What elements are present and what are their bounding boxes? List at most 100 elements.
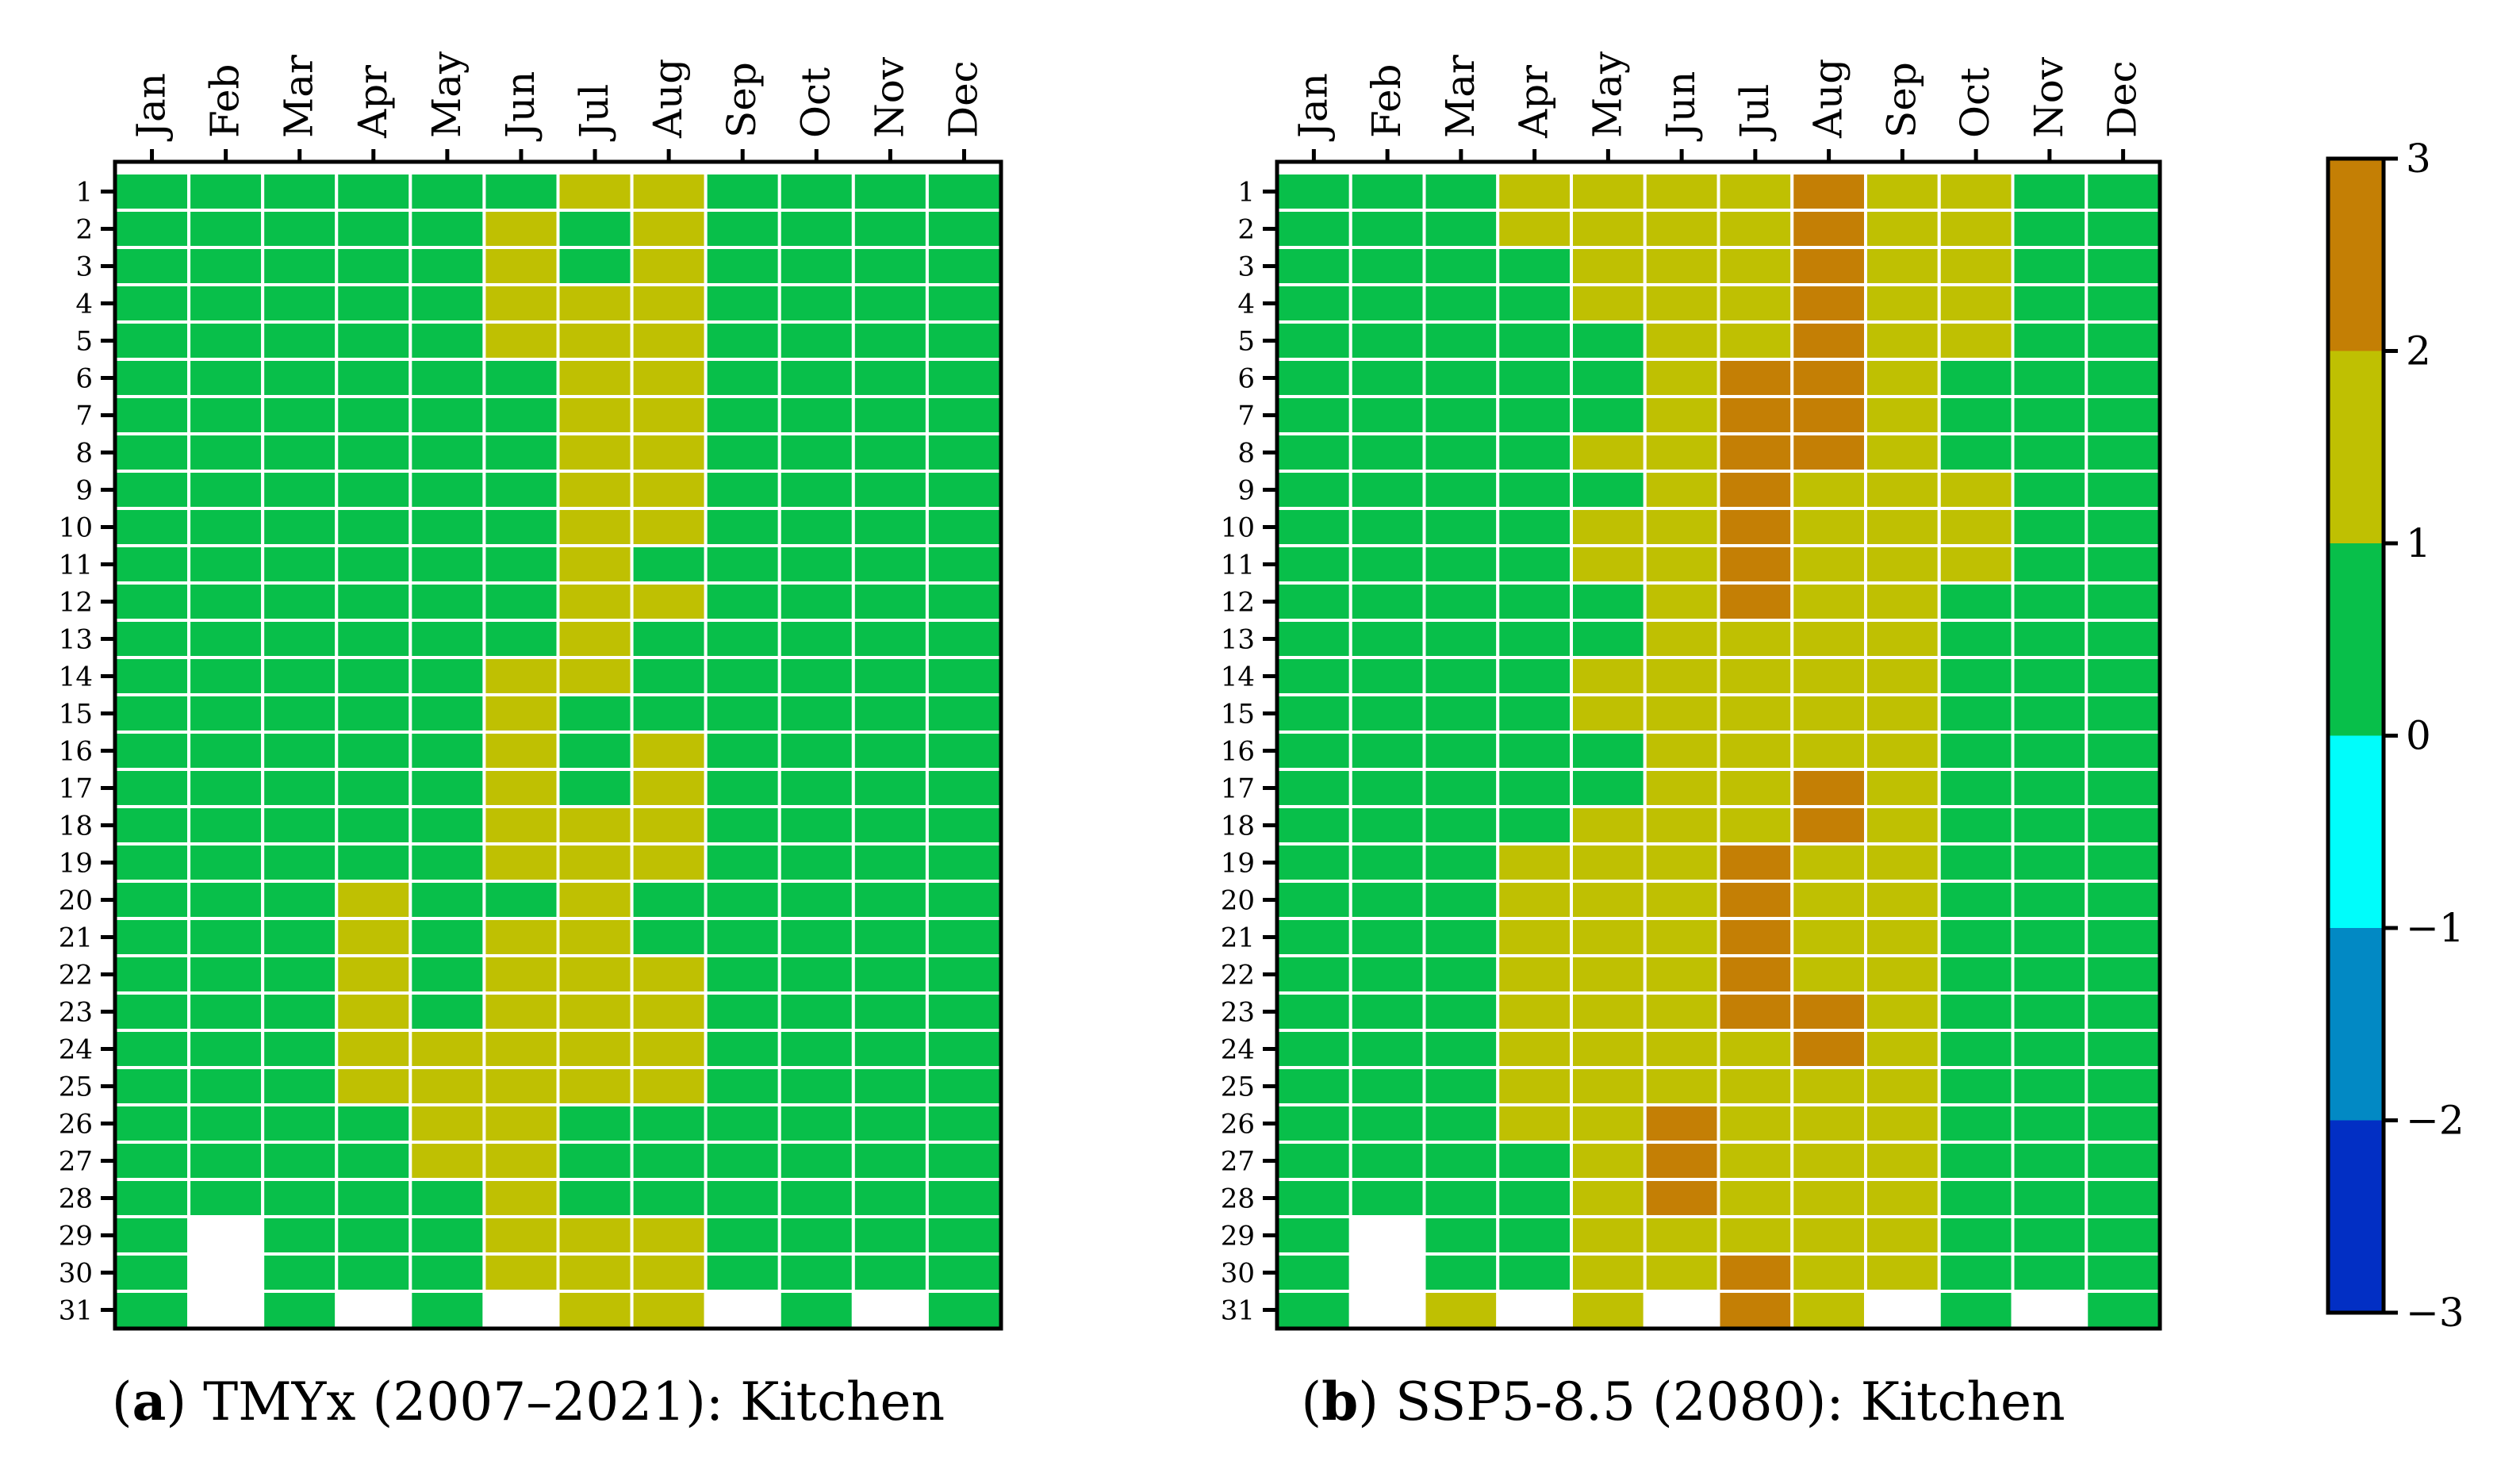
heatmap-a-cell-jan-9 xyxy=(113,470,191,510)
heatmap-b-cell-may-18 xyxy=(1570,805,1647,846)
heatmap-a-cell-apr-5 xyxy=(335,320,412,361)
heatmap-b-cell-mar-18 xyxy=(1422,805,1500,846)
heatmap-a-cell-jul-4 xyxy=(556,283,634,324)
heatmap-a-cell-feb-9 xyxy=(187,470,265,510)
heatmap-b-cell-mar-26 xyxy=(1422,1103,1500,1144)
heatmap-a-cell-oct-16 xyxy=(777,730,855,771)
heatmap-a-cell-jun-9 xyxy=(482,470,560,510)
heatmap-b-cell-feb-31 xyxy=(1348,1290,1426,1330)
heatmap-a-cell-aug-8 xyxy=(630,432,708,473)
heatmap-a-cell-sep-7 xyxy=(704,395,781,435)
heatmap-b-cell-aug-4 xyxy=(1790,283,1867,324)
heatmap-b-cell-may-7 xyxy=(1570,395,1647,435)
heatmap-a-cell-mar-13 xyxy=(261,619,339,659)
heatmap-b-cell-may-20 xyxy=(1570,880,1647,920)
heatmap-b-day-label: 17 xyxy=(1221,773,1255,805)
heatmap-a-cell-dec-10 xyxy=(925,507,1003,547)
heatmap-a-cell-mar-9 xyxy=(261,470,339,510)
heatmap-a-cell-oct-29 xyxy=(777,1215,855,1256)
heatmap-a-cell-oct-23 xyxy=(777,991,855,1032)
heatmap-b-cell-nov-17 xyxy=(2011,768,2088,808)
heatmap-a-cell-jul-17 xyxy=(556,768,634,808)
heatmap-b-cell-jun-24 xyxy=(1643,1029,1720,1069)
heatmap-b-cell-apr-17 xyxy=(1496,768,1573,808)
heatmap-a-cell-apr-9 xyxy=(335,470,412,510)
heatmap-a-cell-jun-8 xyxy=(482,432,560,473)
heatmap-a-cell-may-22 xyxy=(408,954,486,995)
heatmap-a-day-label: 3 xyxy=(75,251,93,283)
heatmap-a-day-label: 23 xyxy=(59,997,93,1029)
heatmap-a-cell-jun-24 xyxy=(482,1029,560,1069)
heatmap-b-cell-apr-5 xyxy=(1496,320,1573,361)
heatmap-a-cell-may-23 xyxy=(408,991,486,1032)
heatmap-a-cell-mar-28 xyxy=(261,1178,339,1218)
heatmap-a-cell-apr-19 xyxy=(335,842,412,883)
heatmap-b-cell-may-3 xyxy=(1570,246,1647,286)
heatmap-b-cell-nov-14 xyxy=(2011,656,2088,696)
heatmap-a-cell-nov-4 xyxy=(851,283,929,324)
heatmap-b-cell-apr-21 xyxy=(1496,917,1573,957)
heatmap-b-cell-aug-3 xyxy=(1790,246,1867,286)
heatmap-b-cell-mar-1 xyxy=(1422,171,1500,212)
heatmap-a-cell-jan-2 xyxy=(113,209,191,249)
heatmap-b-cell-nov-12 xyxy=(2011,581,2088,622)
heatmap-a-cell-apr-24 xyxy=(335,1029,412,1069)
heatmap-b-cell-may-4 xyxy=(1570,283,1647,324)
heatmap-b-cell-aug-1 xyxy=(1790,171,1867,212)
heatmap-a-cell-sep-2 xyxy=(704,209,781,249)
heatmap-a-cell-jul-15 xyxy=(556,693,634,734)
heatmap-a-cell-nov-30 xyxy=(851,1252,929,1293)
heatmap-b-cell-apr-9 xyxy=(1496,470,1573,510)
heatmap-b-cell-jan-29 xyxy=(1275,1215,1352,1256)
heatmap-a-cell-mar-16 xyxy=(261,730,339,771)
heatmap-a-day-label: 26 xyxy=(59,1109,93,1141)
heatmap-a-cell-dec-12 xyxy=(925,581,1003,622)
heatmap-b-cell-nov-2 xyxy=(2011,209,2088,249)
heatmap-a-cell-jun-30 xyxy=(482,1252,560,1293)
heatmap-a-cell-aug-2 xyxy=(630,209,708,249)
heatmap-b-cell-may-9 xyxy=(1570,470,1647,510)
heatmap-b-cell-jun-21 xyxy=(1643,917,1720,957)
heatmap-b-cell-jul-10 xyxy=(1716,507,1794,547)
heatmap-a-cell-feb-5 xyxy=(187,320,265,361)
heatmap-a-cell-mar-8 xyxy=(261,432,339,473)
heatmap-a-cell-sep-8 xyxy=(704,432,781,473)
heatmap-b-cell-dec-14 xyxy=(2085,656,2161,696)
heatmap-b-month-label: Jun xyxy=(1658,71,1704,142)
heatmap-a-cell-may-14 xyxy=(408,656,486,696)
heatmap-b-cell-oct-3 xyxy=(1937,246,2015,286)
heatmap-b-cell-nov-13 xyxy=(2011,619,2088,659)
colorbar-tick-label: 3 xyxy=(2406,136,2431,182)
heatmap-a-cell-mar-3 xyxy=(261,246,339,286)
heatmap-a-day-label: 31 xyxy=(59,1295,93,1327)
caption-b-letter: b xyxy=(1321,1371,1358,1432)
heatmap-a-day-label: 9 xyxy=(75,475,93,507)
heatmap-b-cell-apr-16 xyxy=(1496,730,1573,771)
heatmap-b-day-label: 4 xyxy=(1237,289,1255,320)
heatmap-b-cell-feb-11 xyxy=(1348,544,1426,585)
colorbar-bin xyxy=(2328,1120,2384,1313)
heatmap-b-cell-jun-5 xyxy=(1643,320,1720,361)
heatmap-a-cell-aug-14 xyxy=(630,656,708,696)
heatmap-a-cell-feb-7 xyxy=(187,395,265,435)
heatmap-b-cell-oct-24 xyxy=(1937,1029,2015,1069)
heatmap-a-cell-dec-4 xyxy=(925,283,1003,324)
heatmap-b-day-label: 26 xyxy=(1221,1109,1255,1141)
heatmap-b-cell-oct-14 xyxy=(1937,656,2015,696)
heatmap-b-cell-jul-6 xyxy=(1716,358,1794,398)
heatmap-b-cell-may-23 xyxy=(1570,991,1647,1032)
heatmap-a-day-label: 17 xyxy=(59,773,93,805)
heatmap-b-cell-feb-18 xyxy=(1348,805,1426,846)
heatmap-a-frame xyxy=(113,159,1003,1331)
heatmap-b-cell-mar-19 xyxy=(1422,842,1500,883)
heatmap-b-cell-mar-23 xyxy=(1422,991,1500,1032)
heatmap-b-cell-jun-17 xyxy=(1643,768,1720,808)
heatmap-a-cell-nov-1 xyxy=(851,171,929,212)
heatmap-b-cell-jan-12 xyxy=(1275,581,1352,622)
heatmap-a-cell-nov-9 xyxy=(851,470,929,510)
heatmap-a-cell-feb-16 xyxy=(187,730,265,771)
heatmap-a-cell-may-25 xyxy=(408,1066,486,1106)
heatmap-a-cell-oct-24 xyxy=(777,1029,855,1069)
heatmap-a-cell-mar-18 xyxy=(261,805,339,846)
heatmap-a-cell-jan-10 xyxy=(113,507,191,547)
